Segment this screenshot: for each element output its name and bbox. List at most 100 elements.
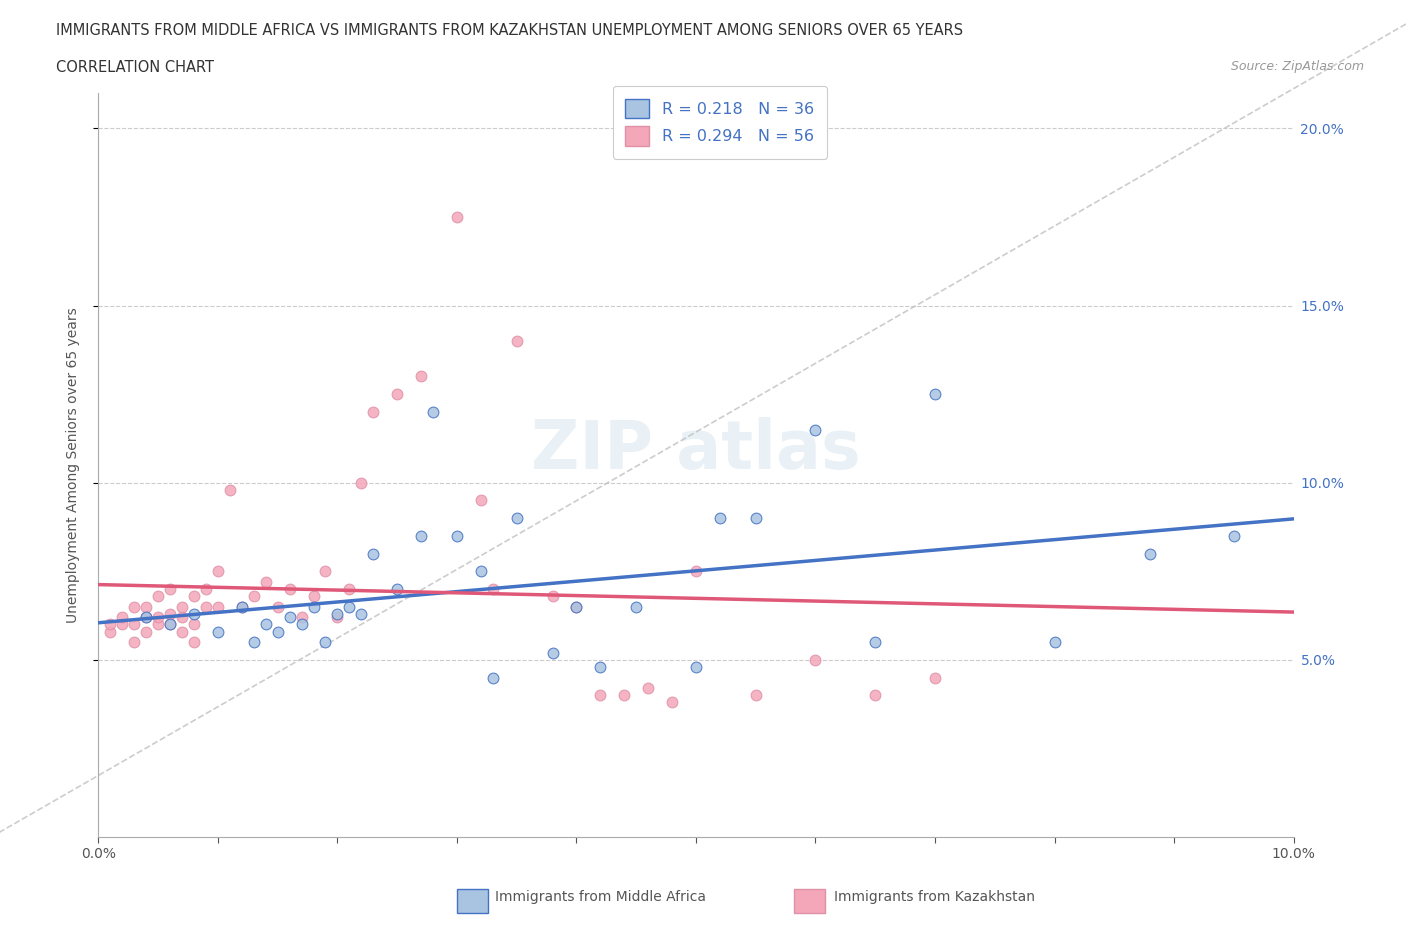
Point [565,599,588,614]
Point [135,610,157,625]
Text: CORRELATION CHART: CORRELATION CHART [56,60,214,75]
Point [148,617,170,631]
Point [124,617,146,631]
Point [254,617,277,631]
Point [159,581,181,596]
Point [363,546,385,561]
Point [326,610,349,625]
Point [1139,546,1161,561]
Point [745,511,768,525]
Point [207,564,229,578]
Point [924,671,946,685]
Point [100,617,122,631]
Point [350,606,373,621]
Point [506,334,529,349]
Point [159,606,181,621]
Text: Immigrants from Kazakhstan: Immigrants from Kazakhstan [834,890,1035,905]
Point [183,606,205,621]
Point [278,581,301,596]
Point [243,589,266,604]
Point [470,493,492,508]
Point [924,387,946,402]
Point [315,564,337,578]
Point [219,483,242,498]
Point [148,610,170,625]
Point [315,634,337,649]
Point [385,387,409,402]
Point [111,617,134,631]
Point [1223,528,1246,543]
Point [135,599,157,614]
Point [685,659,707,674]
Point [183,634,205,649]
Point [172,599,194,614]
Point [411,528,433,543]
Point [350,475,373,490]
Point [626,599,648,614]
Text: Immigrants from Middle Africa: Immigrants from Middle Africa [495,890,706,905]
Y-axis label: Unemployment Among Seniors over 65 years: Unemployment Among Seniors over 65 years [66,307,80,623]
Point [159,617,181,631]
Legend: R = 0.218   N = 36, R = 0.294   N = 56: R = 0.218 N = 36, R = 0.294 N = 56 [613,86,827,159]
Point [422,405,444,419]
Point [135,610,157,625]
Point [1043,634,1066,649]
Point [470,564,492,578]
Text: ZIP atlas: ZIP atlas [531,418,860,483]
Point [637,681,659,696]
Point [661,695,683,710]
Point [100,624,122,639]
Point [613,688,636,703]
Point [135,624,157,639]
Point [243,634,266,649]
Point [278,610,301,625]
Point [291,617,314,631]
Point [302,599,325,614]
Point [207,599,229,614]
Point [411,369,433,384]
Point [172,610,194,625]
Point [267,624,290,639]
Point [291,610,314,625]
Point [207,624,229,639]
Point [745,688,768,703]
Point [231,599,253,614]
Point [267,599,290,614]
Point [541,589,564,604]
Point [565,599,588,614]
Point [589,688,612,703]
Point [326,606,349,621]
Point [446,209,468,224]
Point [195,599,218,614]
Text: Source: ZipAtlas.com: Source: ZipAtlas.com [1230,60,1364,73]
Point [865,688,887,703]
Point [183,617,205,631]
Point [339,581,360,596]
Point [385,581,409,596]
Point [148,589,170,604]
Point [159,617,181,631]
Point [183,589,205,604]
Point [541,645,564,660]
Point [865,634,887,649]
Point [589,659,612,674]
Point [709,511,731,525]
Point [506,511,529,525]
Point [804,422,827,437]
Point [446,528,468,543]
Point [254,575,277,590]
Point [363,405,385,419]
Point [302,589,325,604]
Point [124,634,146,649]
Point [481,581,505,596]
Point [804,653,827,668]
Point [124,599,146,614]
Point [685,564,707,578]
Point [111,610,134,625]
Point [339,599,360,614]
Point [231,599,253,614]
Point [481,671,505,685]
Point [172,624,194,639]
Point [195,581,218,596]
Text: IMMIGRANTS FROM MIDDLE AFRICA VS IMMIGRANTS FROM KAZAKHSTAN UNEMPLOYMENT AMONG S: IMMIGRANTS FROM MIDDLE AFRICA VS IMMIGRA… [56,23,963,38]
